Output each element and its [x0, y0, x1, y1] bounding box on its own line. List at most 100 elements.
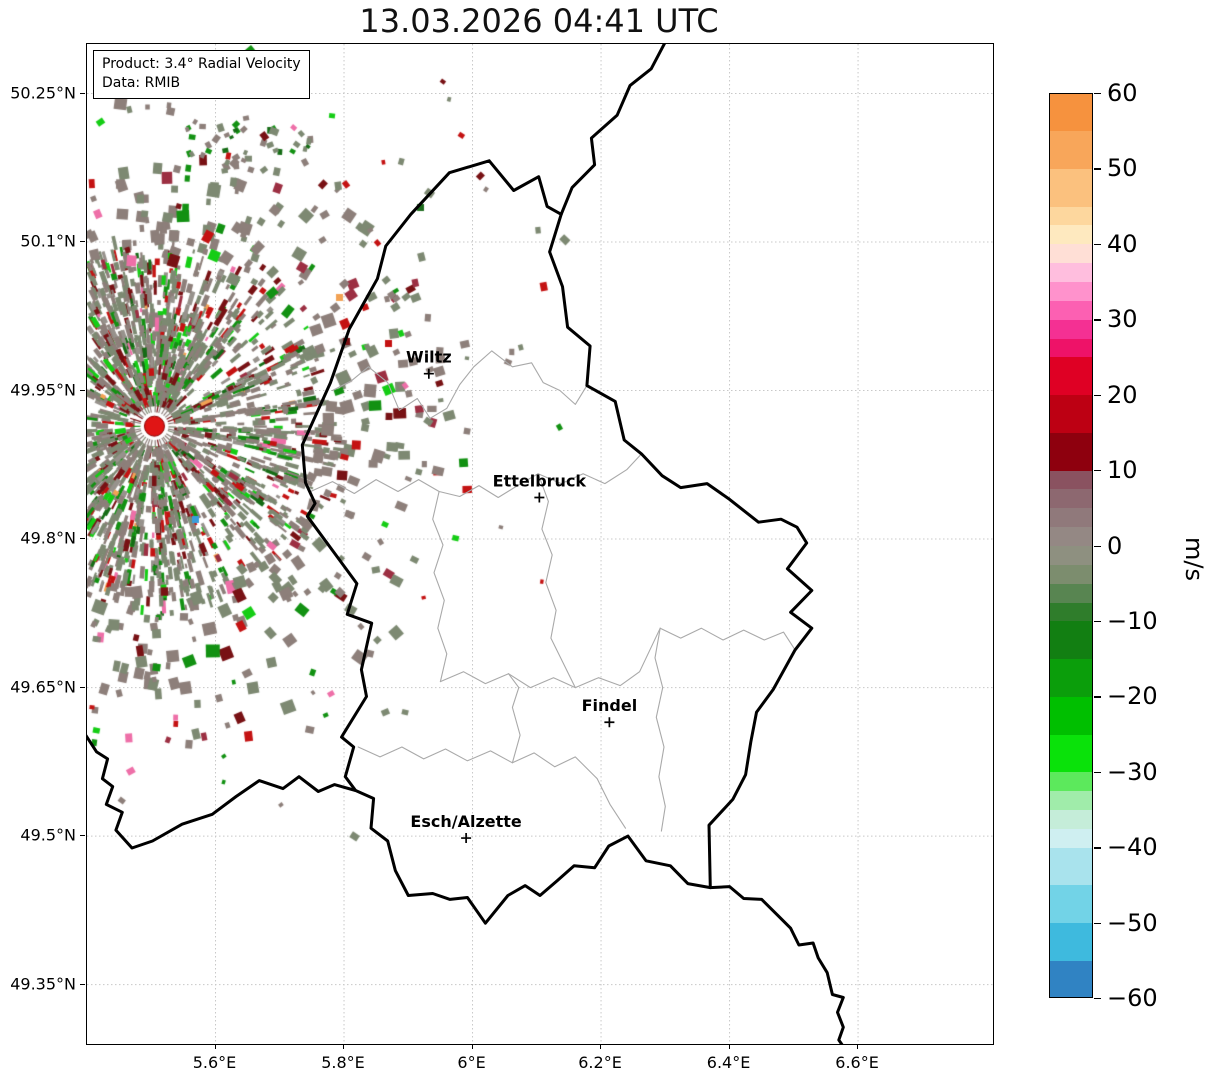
colorbar-segment: [1050, 508, 1092, 529]
district-border: [537, 473, 576, 689]
y-tick-mark: [80, 241, 85, 243]
y-tick-label: 49.5°N: [20, 825, 76, 845]
product-annotation-line2: Data: RMIB: [102, 74, 181, 91]
colorbar-tick-label: 40: [1107, 229, 1138, 258]
colorbar-tick-label: −10: [1107, 606, 1158, 635]
colorbar-segment: [1050, 206, 1092, 227]
colorbar-segment: [1050, 300, 1092, 321]
colorbar-tick-label: 50: [1107, 154, 1138, 183]
colorbar-tick-label: −50: [1107, 908, 1158, 937]
district-border: [439, 627, 661, 689]
colorbar-tick-mark: [1094, 93, 1101, 95]
y-tick-mark: [80, 538, 85, 540]
x-tick-mark: [343, 1044, 345, 1049]
city-marker-findel: Findel: [582, 696, 637, 728]
colorbar-tick-label: 60: [1107, 79, 1138, 107]
colorbar-segment: [1050, 131, 1092, 170]
colorbar-segment: [1050, 828, 1092, 849]
x-tick-mark: [600, 1044, 602, 1049]
city-marker-wiltz: Wiltz: [406, 348, 452, 379]
colorbar-segment: [1050, 583, 1092, 604]
neighbor-country-border: [708, 885, 845, 1044]
city-marker-ettelbruck: Ettelbruck: [493, 471, 587, 503]
colorbar-segment: [1050, 772, 1092, 793]
colorbar-segment: [1050, 564, 1092, 585]
colorbar-segment: [1050, 734, 1092, 774]
y-tick-mark: [80, 92, 85, 94]
y-tick-label: 50.25°N: [10, 83, 76, 102]
colorbar-segment: [1050, 338, 1092, 359]
district-border: [310, 453, 643, 499]
colorbar-segment: [1050, 470, 1092, 491]
map-borders-layer: Wiltz Ettelbruck Findel Esch/Alzette: [87, 44, 845, 1044]
city-label: Wiltz: [406, 348, 452, 367]
y-tick-mark: [80, 686, 85, 688]
district-border: [491, 350, 588, 405]
colorbar-tick-label: 20: [1107, 380, 1138, 409]
y-tick-mark: [80, 983, 85, 985]
city-marker-esch-alzette: Esch/Alzette: [410, 812, 522, 844]
y-tick-mark: [80, 389, 85, 391]
colorbar-segment: [1050, 527, 1092, 547]
colorbar-segment: [1050, 621, 1092, 661]
city-plus-icon: [604, 717, 615, 728]
colorbar-tick-mark: [1094, 771, 1101, 774]
colorbar-tick-mark: [1094, 998, 1101, 1000]
colorbar-tick-label: 30: [1107, 305, 1138, 334]
x-tick-label: 5.8°E: [321, 1053, 365, 1072]
colorbar-segment: [1050, 885, 1092, 925]
y-tick-label: 50.1°N: [20, 231, 76, 251]
colorbar-segment: [1050, 244, 1092, 265]
colorbar-tick-label: −20: [1107, 682, 1158, 711]
x-tick-label: 6°E: [457, 1053, 486, 1072]
colorbar-segment: [1050, 357, 1092, 397]
city-plus-icon: [534, 492, 545, 503]
radar-echo-layer: [87, 44, 993, 1044]
y-tick-label: 49.8°N: [20, 528, 76, 548]
colorbar-segment: [1050, 395, 1092, 434]
colorbar-tick-mark: [1094, 696, 1101, 698]
neighbor-country-border: [87, 734, 358, 850]
y-tick-label: 49.65°N: [10, 677, 76, 697]
colorbar-segment: [1050, 94, 1092, 133]
x-tick-label: 6.6°E: [835, 1053, 879, 1072]
colorbar-segment: [1050, 319, 1092, 340]
colorbar-segment: [1050, 847, 1092, 887]
colorbar-segment: [1050, 282, 1092, 302]
colorbar-tick-mark: [1094, 545, 1101, 547]
colorbar-tick-label: 10: [1107, 456, 1138, 485]
x-tick-label: 6.4°E: [706, 1053, 751, 1072]
colorbar-segment: [1050, 263, 1092, 284]
colorbar-tick-mark: [1094, 243, 1101, 246]
colorbar-tick-mark: [1094, 470, 1101, 472]
colorbar-segment: [1050, 602, 1092, 623]
city-label: Ettelbruck: [493, 471, 587, 490]
colorbar-tick-mark: [1094, 620, 1101, 623]
colorbar-segment: [1050, 791, 1092, 811]
colorbar-segment: [1050, 546, 1092, 566]
colorbar-tick-mark: [1094, 394, 1101, 397]
product-annotation-line1: Product: 3.4° Radial Velocity: [102, 56, 301, 72]
colorbar-segment: [1050, 659, 1092, 698]
city-plus-icon: [423, 368, 434, 379]
district-border: [507, 673, 521, 764]
colorbar-tick-mark: [1094, 319, 1101, 321]
colorbar-segment: [1050, 432, 1092, 472]
district-border: [432, 490, 448, 683]
map-plot-area: Wiltz Ettelbruck Findel Esch/Alzette Produc…: [86, 43, 994, 1045]
neighbor-country-border: [559, 44, 666, 216]
city-plus-icon: [461, 833, 472, 844]
colorbar-tick-mark: [1094, 922, 1101, 924]
x-tick-mark: [857, 1044, 859, 1049]
district-border: [654, 627, 666, 832]
colorbar-segment: [1050, 923, 1092, 962]
x-tick-mark: [471, 1044, 473, 1049]
district-border: [357, 746, 627, 829]
city-label: Esch/Alzette: [410, 812, 522, 831]
colorbar-unit-label: m/s: [1179, 537, 1207, 581]
colorbar-tick-label: 0: [1107, 531, 1123, 560]
colorbar-tick-label: −60: [1107, 984, 1158, 1012]
figure-title: 13.03.2026 04:41 UTC: [359, 2, 719, 40]
y-tick-label: 49.95°N: [10, 380, 76, 400]
y-tick-mark: [80, 835, 85, 837]
